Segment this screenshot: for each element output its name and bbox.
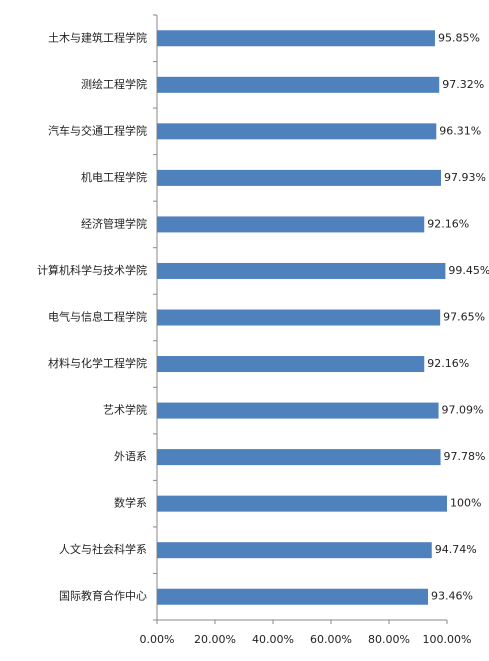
bar xyxy=(157,169,441,186)
y-tick-label: 汽车与交通工程学院 xyxy=(48,123,147,137)
value-label: 93.46% xyxy=(431,590,473,603)
value-label: 97.78% xyxy=(444,450,486,463)
value-label: 96.31% xyxy=(439,124,481,137)
value-label: 100% xyxy=(450,497,481,510)
bar xyxy=(157,123,437,140)
bar xyxy=(157,76,440,93)
bar xyxy=(157,402,439,419)
x-tick-label: 40.00% xyxy=(252,633,294,646)
value-label: 95.85% xyxy=(438,31,480,44)
y-tick-label: 机电工程学院 xyxy=(81,170,147,184)
value-label: 97.32% xyxy=(442,78,484,91)
y-tick-label: 计算机科学与技术学院 xyxy=(37,263,147,277)
value-label: 94.74% xyxy=(435,543,477,556)
y-tick-label: 材料与化学工程学院 xyxy=(48,356,147,370)
value-label: 99.45% xyxy=(448,264,489,277)
bar xyxy=(157,356,425,373)
x-tick-label: 0.00% xyxy=(140,633,175,646)
y-tick-label: 数学系 xyxy=(114,496,147,510)
y-tick-label: 经济管理学院 xyxy=(81,216,147,230)
value-label: 92.16% xyxy=(427,217,469,230)
bar xyxy=(157,30,435,47)
y-tick-label: 人文与社会科学系 xyxy=(59,542,147,556)
y-tick-label: 外语系 xyxy=(114,450,147,463)
bar xyxy=(157,216,425,233)
bar xyxy=(157,262,446,279)
x-tick-label: 20.00% xyxy=(194,633,236,646)
y-tick-label: 艺术学院 xyxy=(103,403,147,417)
value-label: 97.09% xyxy=(442,404,484,417)
x-tick-label: 80.00% xyxy=(368,633,410,646)
value-label: 97.65% xyxy=(443,311,485,324)
y-tick-label: 国际教育合作中心 xyxy=(59,589,147,603)
bar xyxy=(157,449,441,466)
bar xyxy=(157,309,441,326)
value-label: 97.93% xyxy=(444,171,486,184)
x-tick-label: 100.00% xyxy=(423,633,472,646)
bar xyxy=(157,588,429,605)
y-tick-label: 电气与信息工程学院 xyxy=(48,310,147,324)
y-tick-label: 测绘工程学院 xyxy=(81,77,147,91)
value-label: 92.16% xyxy=(427,357,469,370)
bar xyxy=(157,542,432,559)
y-tick-label: 土木与建筑工程学院 xyxy=(48,30,147,44)
x-tick-label: 60.00% xyxy=(310,633,352,646)
bar xyxy=(157,495,447,512)
